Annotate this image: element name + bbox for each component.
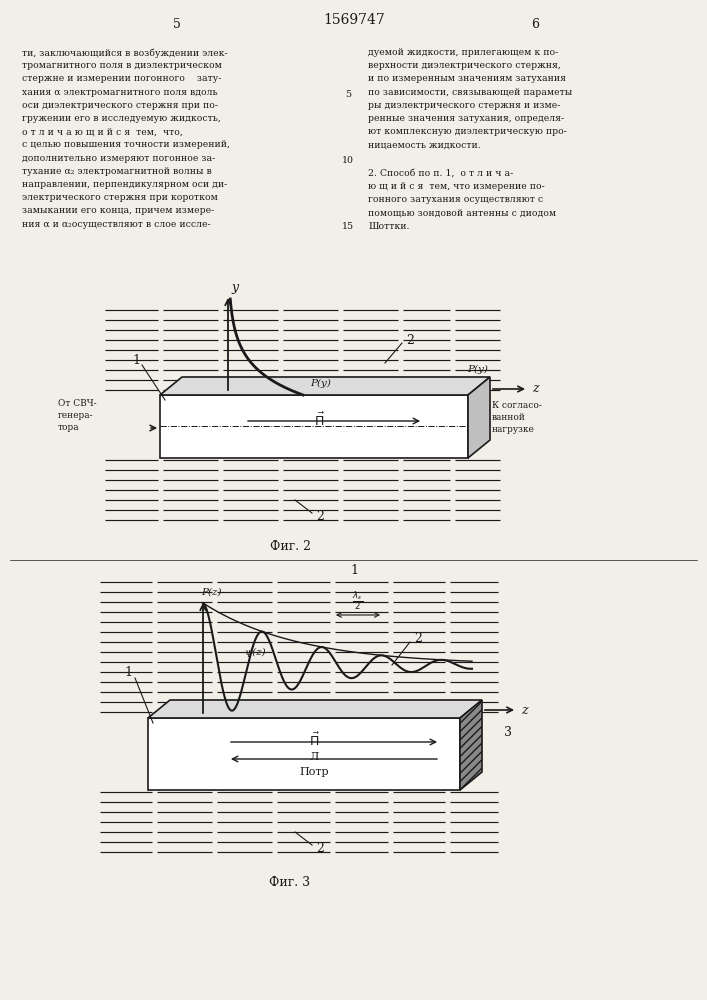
Text: 1: 1 [350,564,358,576]
Text: направлении, перпендикулярном оси ди-: направлении, перпендикулярном оси ди- [22,180,227,189]
Text: тромагнитного поля в диэлектрическом: тромагнитного поля в диэлектрическом [22,61,222,70]
Text: $\vec{\Pi}$: $\vec{\Pi}$ [308,731,320,749]
Text: 5: 5 [173,18,181,31]
Text: 3: 3 [504,726,512,738]
Text: Потр: Потр [299,767,329,777]
Text: P(y): P(y) [310,378,331,388]
Polygon shape [460,700,482,790]
Text: дуемой жидкости, прилегающем к по-: дуемой жидкости, прилегающем к по- [368,48,559,57]
Text: 1569747: 1569747 [323,13,385,27]
Text: ю щ и й с я  тем, что измерение по-: ю щ и й с я тем, что измерение по- [368,182,545,191]
Text: 2: 2 [414,632,422,645]
Text: 5: 5 [345,90,351,99]
Text: P(z): P(z) [201,587,221,596]
Text: 2: 2 [406,334,414,347]
Text: помощью зондовой антенны с диодом: помощью зондовой антенны с диодом [368,208,556,217]
Text: 2: 2 [316,510,324,522]
Text: ти, заключающийся в возбуждении элек-: ти, заключающийся в возбуждении элек- [22,48,228,57]
Text: электрического стержня при коротком: электрического стержня при коротком [22,193,218,202]
Text: тора: тора [58,422,80,432]
Text: ванной: ванной [492,412,526,422]
Text: хания α электромагнитного поля вдоль: хания α электромагнитного поля вдоль [22,88,218,97]
Text: Фиг. 2: Фиг. 2 [269,540,310,552]
Text: генера-: генера- [58,410,93,420]
Text: 1: 1 [132,354,140,366]
Text: ψ(z): ψ(z) [245,647,267,657]
Text: о т л и ч а ю щ и й с я  тем,  что,: о т л и ч а ю щ и й с я тем, что, [22,127,182,136]
Text: К согласо-: К согласо- [492,400,542,410]
Polygon shape [160,395,468,458]
Text: нагрузке: нагрузке [492,424,535,434]
Text: 1: 1 [124,666,132,680]
Text: ры диэлектрического стержня и изме-: ры диэлектрического стержня и изме- [368,101,561,110]
Text: по зависимости, связывающей параметы: по зависимости, связывающей параметы [368,88,572,97]
Text: с целью повышения точности измерений,: с целью повышения точности измерений, [22,140,230,149]
Text: 15: 15 [342,222,354,231]
Text: гружении его в исследуемую жидкость,: гружении его в исследуемую жидкость, [22,114,221,123]
Text: верхности диэлектрического стержня,: верхности диэлектрического стержня, [368,61,561,70]
Text: замыкании его конца, причем измере-: замыкании его конца, причем измере- [22,206,214,215]
Text: От СВЧ-: От СВЧ- [58,398,97,408]
Polygon shape [468,377,490,458]
Text: ния α и α₂осуществляют в слое иссле-: ния α и α₂осуществляют в слое иссле- [22,220,211,229]
Text: ренные значения затухания, определя-: ренные значения затухания, определя- [368,114,564,123]
Text: ют комплексную диэлектрическую про-: ют комплексную диэлектрическую про- [368,127,567,136]
Text: z: z [521,704,527,716]
Text: 10: 10 [342,156,354,165]
Text: гонного затухания осуществляют с: гонного затухания осуществляют с [368,195,543,204]
Text: тухание α₂ электромагнитной волны в: тухание α₂ электромагнитной волны в [22,167,212,176]
Text: $\frac{\lambda_\varepsilon}{2}$: $\frac{\lambda_\varepsilon}{2}$ [352,589,363,612]
Text: y: y [231,280,238,294]
Text: и по измеренным значениям затухания: и по измеренным значениям затухания [368,74,566,83]
Text: стержне и измерении погонного    зату-: стержне и измерении погонного зату- [22,74,221,83]
Text: 2: 2 [316,842,324,854]
Polygon shape [160,377,490,395]
Text: дополнительно измеряют погонное за-: дополнительно измеряют погонное за- [22,154,215,163]
Text: 2. Способ по п. 1,  о т л и ч а-: 2. Способ по п. 1, о т л и ч а- [368,169,513,178]
Text: Шоттки.: Шоттки. [368,222,409,231]
Polygon shape [148,700,482,718]
Text: Л: Л [310,752,319,762]
Text: оси диэлектрического стержня при по-: оси диэлектрического стержня при по- [22,101,218,110]
Polygon shape [148,718,460,790]
Text: P(y): P(y) [467,364,488,374]
Text: 6: 6 [531,18,539,31]
Text: ницаемость жидкости.: ницаемость жидкости. [368,140,481,149]
Text: $\vec{\Pi}$: $\vec{\Pi}$ [313,411,325,429]
Text: Фиг. 3: Фиг. 3 [269,876,310,888]
Text: z: z [532,382,539,395]
